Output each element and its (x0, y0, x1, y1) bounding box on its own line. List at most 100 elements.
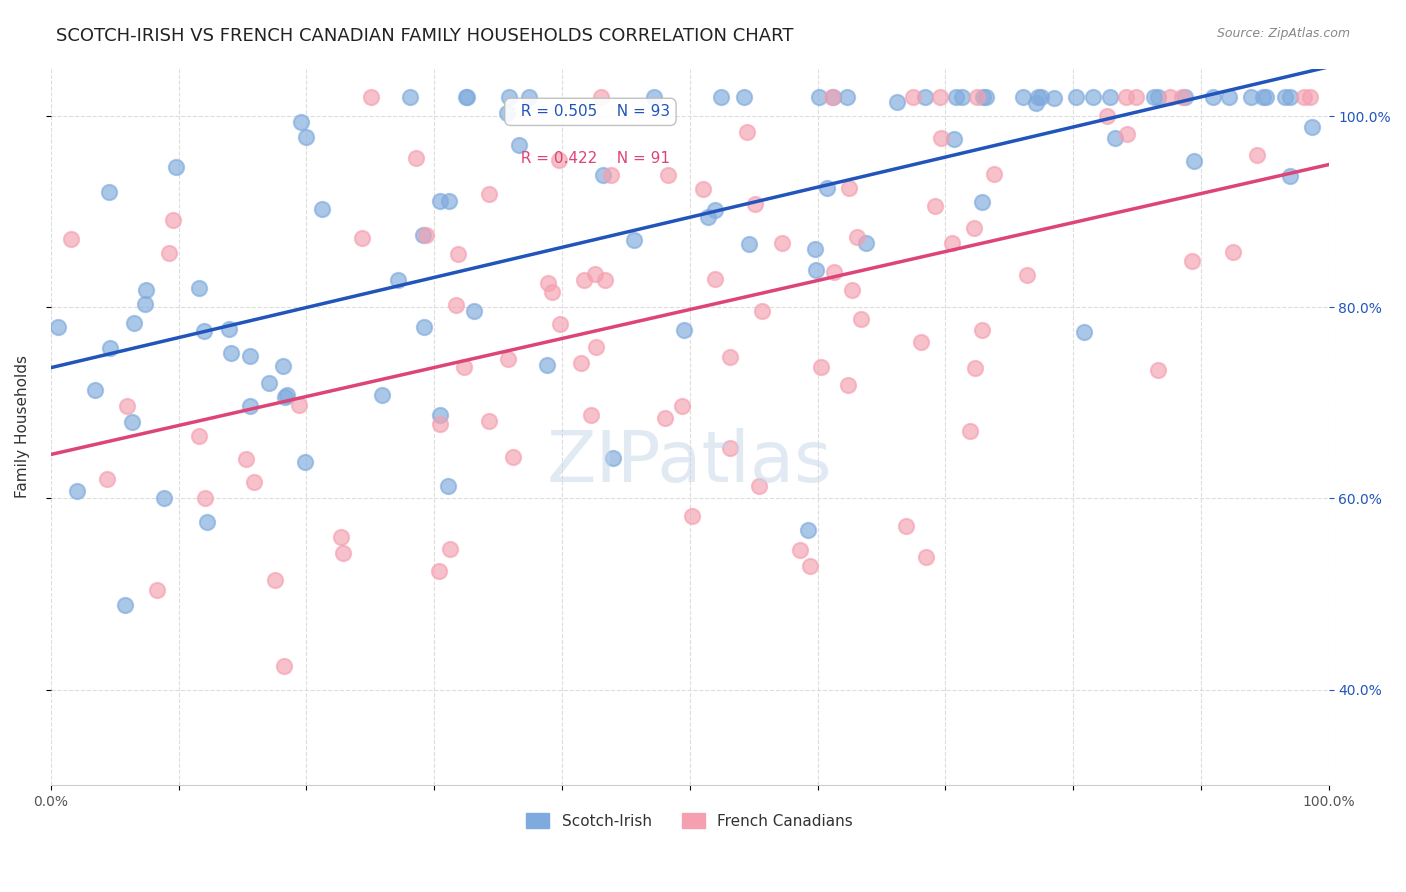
Point (972, 323, 994, 337)
Point (122, 317, 145, 331)
Point (681, 509, 703, 524)
Point (96, 472, 118, 486)
Point (239, 349, 262, 363)
Point (697, 211, 720, 225)
Point (83, 383, 105, 397)
Point (437, 194, 460, 208)
Point (966, 90, 988, 104)
Point (838, 181, 860, 195)
Point (235, 451, 257, 466)
Point (1173, 90, 1195, 104)
Point (495, 106, 517, 120)
Point (738, 236, 761, 251)
Point (718, 350, 741, 364)
Point (1299, 90, 1322, 104)
Text: R = 0.505    N = 93: R = 0.505 N = 93 (510, 104, 671, 120)
Text: R = 0.422    N = 91: R = 0.422 N = 91 (510, 151, 669, 166)
Point (332, 546, 354, 560)
Point (502, 450, 524, 464)
Point (1081, 90, 1104, 104)
Point (821, 90, 844, 104)
Point (429, 408, 451, 422)
Point (672, 323, 695, 337)
Point (1279, 169, 1302, 183)
Point (165, 160, 187, 174)
Point (1012, 90, 1035, 104)
Point (1116, 127, 1139, 141)
Point (1278, 90, 1301, 104)
Point (360, 90, 382, 104)
Point (1253, 90, 1275, 104)
Point (290, 115, 312, 129)
Point (704, 202, 727, 217)
Point (271, 359, 294, 373)
Point (121, 415, 143, 429)
Point (815, 180, 838, 194)
Point (623, 233, 645, 247)
Point (797, 524, 820, 538)
Point (1143, 90, 1166, 104)
Point (1043, 91, 1066, 105)
Point (135, 283, 157, 297)
Legend: Scotch-Irish, French Canadians: Scotch-Irish, French Canadians (520, 806, 859, 835)
Point (894, 519, 917, 533)
Point (837, 90, 859, 104)
Point (398, 90, 420, 104)
Point (519, 90, 541, 104)
Y-axis label: Family Households: Family Households (15, 355, 30, 499)
Point (193, 324, 215, 338)
Point (288, 399, 311, 413)
Point (1115, 90, 1137, 104)
Point (748, 479, 770, 493)
Point (1171, 90, 1194, 104)
Point (370, 388, 392, 402)
Point (1015, 268, 1038, 282)
Point (671, 399, 693, 413)
Point (541, 285, 564, 300)
Point (585, 340, 607, 354)
Point (789, 542, 811, 557)
Point (820, 90, 842, 104)
Point (446, 298, 468, 312)
Point (508, 138, 530, 153)
Point (1159, 90, 1181, 104)
Point (737, 125, 759, 139)
Point (945, 90, 967, 104)
Text: SCOTCH-IRISH VS FRENCH CANADIAN FAMILY HOUSEHOLDS CORRELATION CHART: SCOTCH-IRISH VS FRENCH CANADIAN FAMILY H… (56, 27, 794, 45)
Point (294, 455, 316, 469)
Point (387, 273, 409, 287)
Point (886, 95, 908, 109)
Point (46, 320, 69, 334)
Point (602, 451, 624, 466)
Point (733, 90, 755, 104)
Point (243, 475, 266, 489)
Point (1146, 363, 1168, 377)
Point (496, 351, 519, 366)
Point (943, 131, 966, 145)
Point (837, 378, 859, 392)
Point (810, 359, 832, 374)
Point (581, 408, 603, 422)
Point (928, 90, 950, 104)
Point (643, 90, 665, 104)
Point (98, 342, 121, 356)
Point (1182, 153, 1205, 168)
Point (162, 212, 184, 227)
Point (276, 388, 298, 402)
Point (114, 598, 136, 612)
Point (194, 491, 217, 506)
Point (1098, 90, 1121, 104)
Point (187, 428, 209, 442)
Point (274, 390, 297, 404)
Point (770, 235, 793, 250)
Point (456, 90, 478, 104)
Point (965, 360, 987, 375)
Point (412, 227, 434, 242)
Point (1073, 325, 1095, 339)
Point (157, 246, 180, 260)
Point (429, 194, 451, 208)
Point (239, 399, 262, 413)
Point (1222, 244, 1244, 259)
Point (478, 186, 501, 201)
Point (548, 153, 571, 167)
